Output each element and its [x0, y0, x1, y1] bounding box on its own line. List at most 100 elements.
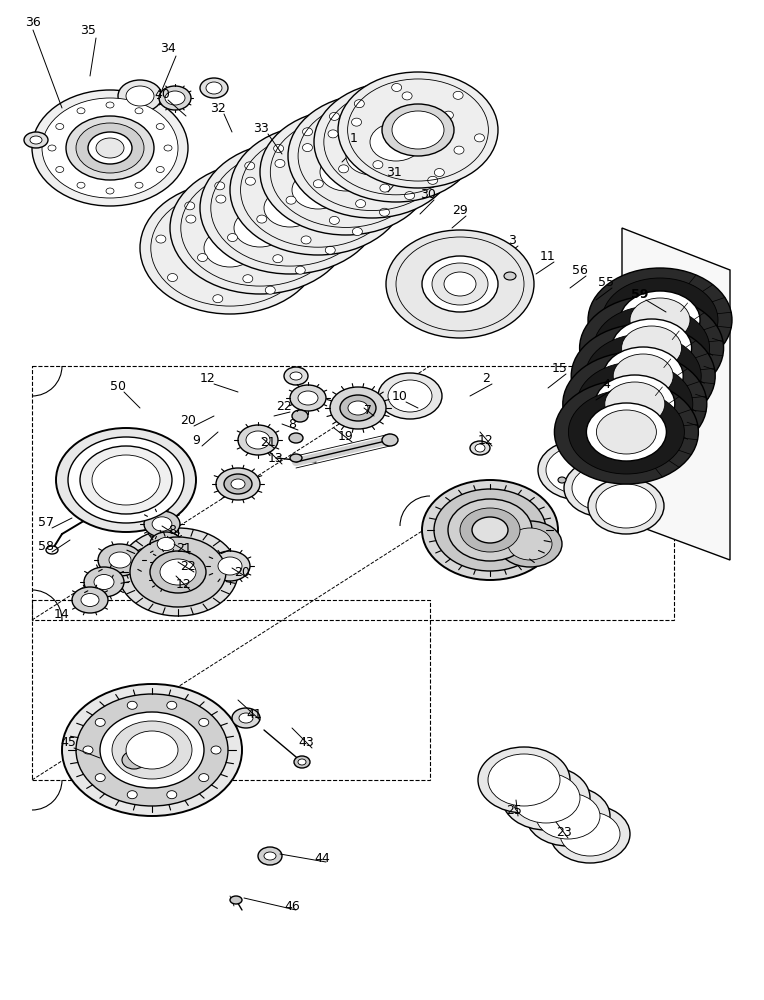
Ellipse shape	[546, 446, 614, 494]
Ellipse shape	[42, 98, 178, 198]
Ellipse shape	[432, 263, 488, 305]
Ellipse shape	[165, 91, 185, 105]
Ellipse shape	[526, 786, 610, 846]
Text: 12: 12	[200, 371, 216, 384]
Ellipse shape	[594, 306, 710, 390]
Text: 36: 36	[25, 15, 41, 28]
Bar	[32, 600, 430, 780]
Ellipse shape	[274, 144, 283, 152]
Ellipse shape	[122, 751, 146, 769]
Ellipse shape	[612, 319, 691, 377]
Ellipse shape	[130, 537, 226, 607]
Ellipse shape	[106, 102, 114, 108]
Ellipse shape	[213, 295, 223, 303]
Ellipse shape	[310, 146, 382, 198]
Ellipse shape	[303, 144, 312, 152]
Text: 35: 35	[80, 23, 96, 36]
Ellipse shape	[150, 532, 182, 556]
Ellipse shape	[200, 142, 380, 274]
Ellipse shape	[604, 347, 683, 405]
Ellipse shape	[313, 180, 323, 188]
Ellipse shape	[443, 111, 453, 119]
Ellipse shape	[432, 160, 442, 168]
Ellipse shape	[77, 182, 85, 188]
Text: 55: 55	[598, 275, 614, 288]
Text: 19: 19	[338, 430, 354, 442]
Ellipse shape	[312, 194, 322, 202]
Ellipse shape	[378, 373, 442, 419]
Ellipse shape	[290, 385, 326, 411]
Ellipse shape	[83, 746, 93, 754]
Ellipse shape	[292, 410, 308, 422]
Ellipse shape	[230, 125, 406, 255]
Ellipse shape	[571, 324, 715, 428]
Ellipse shape	[62, 684, 242, 816]
Ellipse shape	[378, 104, 388, 112]
Ellipse shape	[303, 128, 312, 136]
Ellipse shape	[538, 440, 622, 500]
Ellipse shape	[405, 192, 415, 200]
Ellipse shape	[200, 78, 228, 98]
Ellipse shape	[282, 164, 354, 216]
Text: 31: 31	[386, 165, 402, 178]
Ellipse shape	[88, 132, 132, 164]
Ellipse shape	[210, 551, 250, 581]
Ellipse shape	[56, 166, 63, 172]
Ellipse shape	[605, 382, 665, 426]
Ellipse shape	[96, 718, 105, 726]
Ellipse shape	[577, 362, 693, 446]
Text: 41: 41	[246, 708, 262, 720]
Ellipse shape	[475, 444, 485, 452]
Ellipse shape	[325, 136, 335, 144]
Ellipse shape	[156, 166, 164, 172]
Ellipse shape	[140, 182, 320, 314]
Ellipse shape	[150, 735, 170, 749]
Ellipse shape	[596, 484, 656, 528]
Text: 34: 34	[160, 41, 176, 54]
Ellipse shape	[56, 123, 63, 129]
Ellipse shape	[472, 517, 508, 543]
Ellipse shape	[273, 255, 283, 263]
Ellipse shape	[595, 375, 675, 433]
Ellipse shape	[435, 169, 445, 177]
Text: 11: 11	[540, 249, 556, 262]
Ellipse shape	[351, 118, 361, 126]
Text: 20: 20	[180, 414, 196, 426]
Ellipse shape	[218, 557, 242, 575]
Text: 10: 10	[392, 389, 408, 402]
Ellipse shape	[150, 551, 206, 593]
Ellipse shape	[380, 184, 390, 192]
Ellipse shape	[135, 182, 143, 188]
Ellipse shape	[246, 431, 270, 449]
Text: 40: 40	[154, 88, 170, 101]
Ellipse shape	[199, 718, 209, 726]
Ellipse shape	[290, 454, 302, 462]
Ellipse shape	[488, 754, 560, 806]
Ellipse shape	[498, 521, 562, 567]
Ellipse shape	[284, 367, 308, 385]
Ellipse shape	[448, 499, 532, 561]
Ellipse shape	[112, 721, 192, 779]
Ellipse shape	[211, 746, 221, 754]
Ellipse shape	[402, 92, 412, 100]
Ellipse shape	[314, 82, 478, 202]
Ellipse shape	[153, 551, 183, 573]
Text: 43: 43	[298, 736, 314, 748]
Ellipse shape	[320, 153, 372, 191]
Ellipse shape	[290, 372, 302, 380]
Ellipse shape	[382, 434, 398, 446]
Ellipse shape	[32, 90, 188, 206]
Ellipse shape	[76, 694, 228, 806]
Ellipse shape	[156, 123, 164, 129]
Text: 33: 33	[253, 121, 269, 134]
Ellipse shape	[84, 567, 124, 597]
Ellipse shape	[502, 766, 590, 830]
Text: 12: 12	[176, 578, 192, 590]
Text: 12: 12	[478, 434, 494, 446]
Ellipse shape	[231, 479, 245, 489]
Ellipse shape	[48, 145, 56, 151]
Ellipse shape	[167, 791, 176, 799]
Ellipse shape	[267, 173, 277, 181]
Text: 7: 7	[364, 403, 372, 416]
Ellipse shape	[185, 202, 195, 210]
